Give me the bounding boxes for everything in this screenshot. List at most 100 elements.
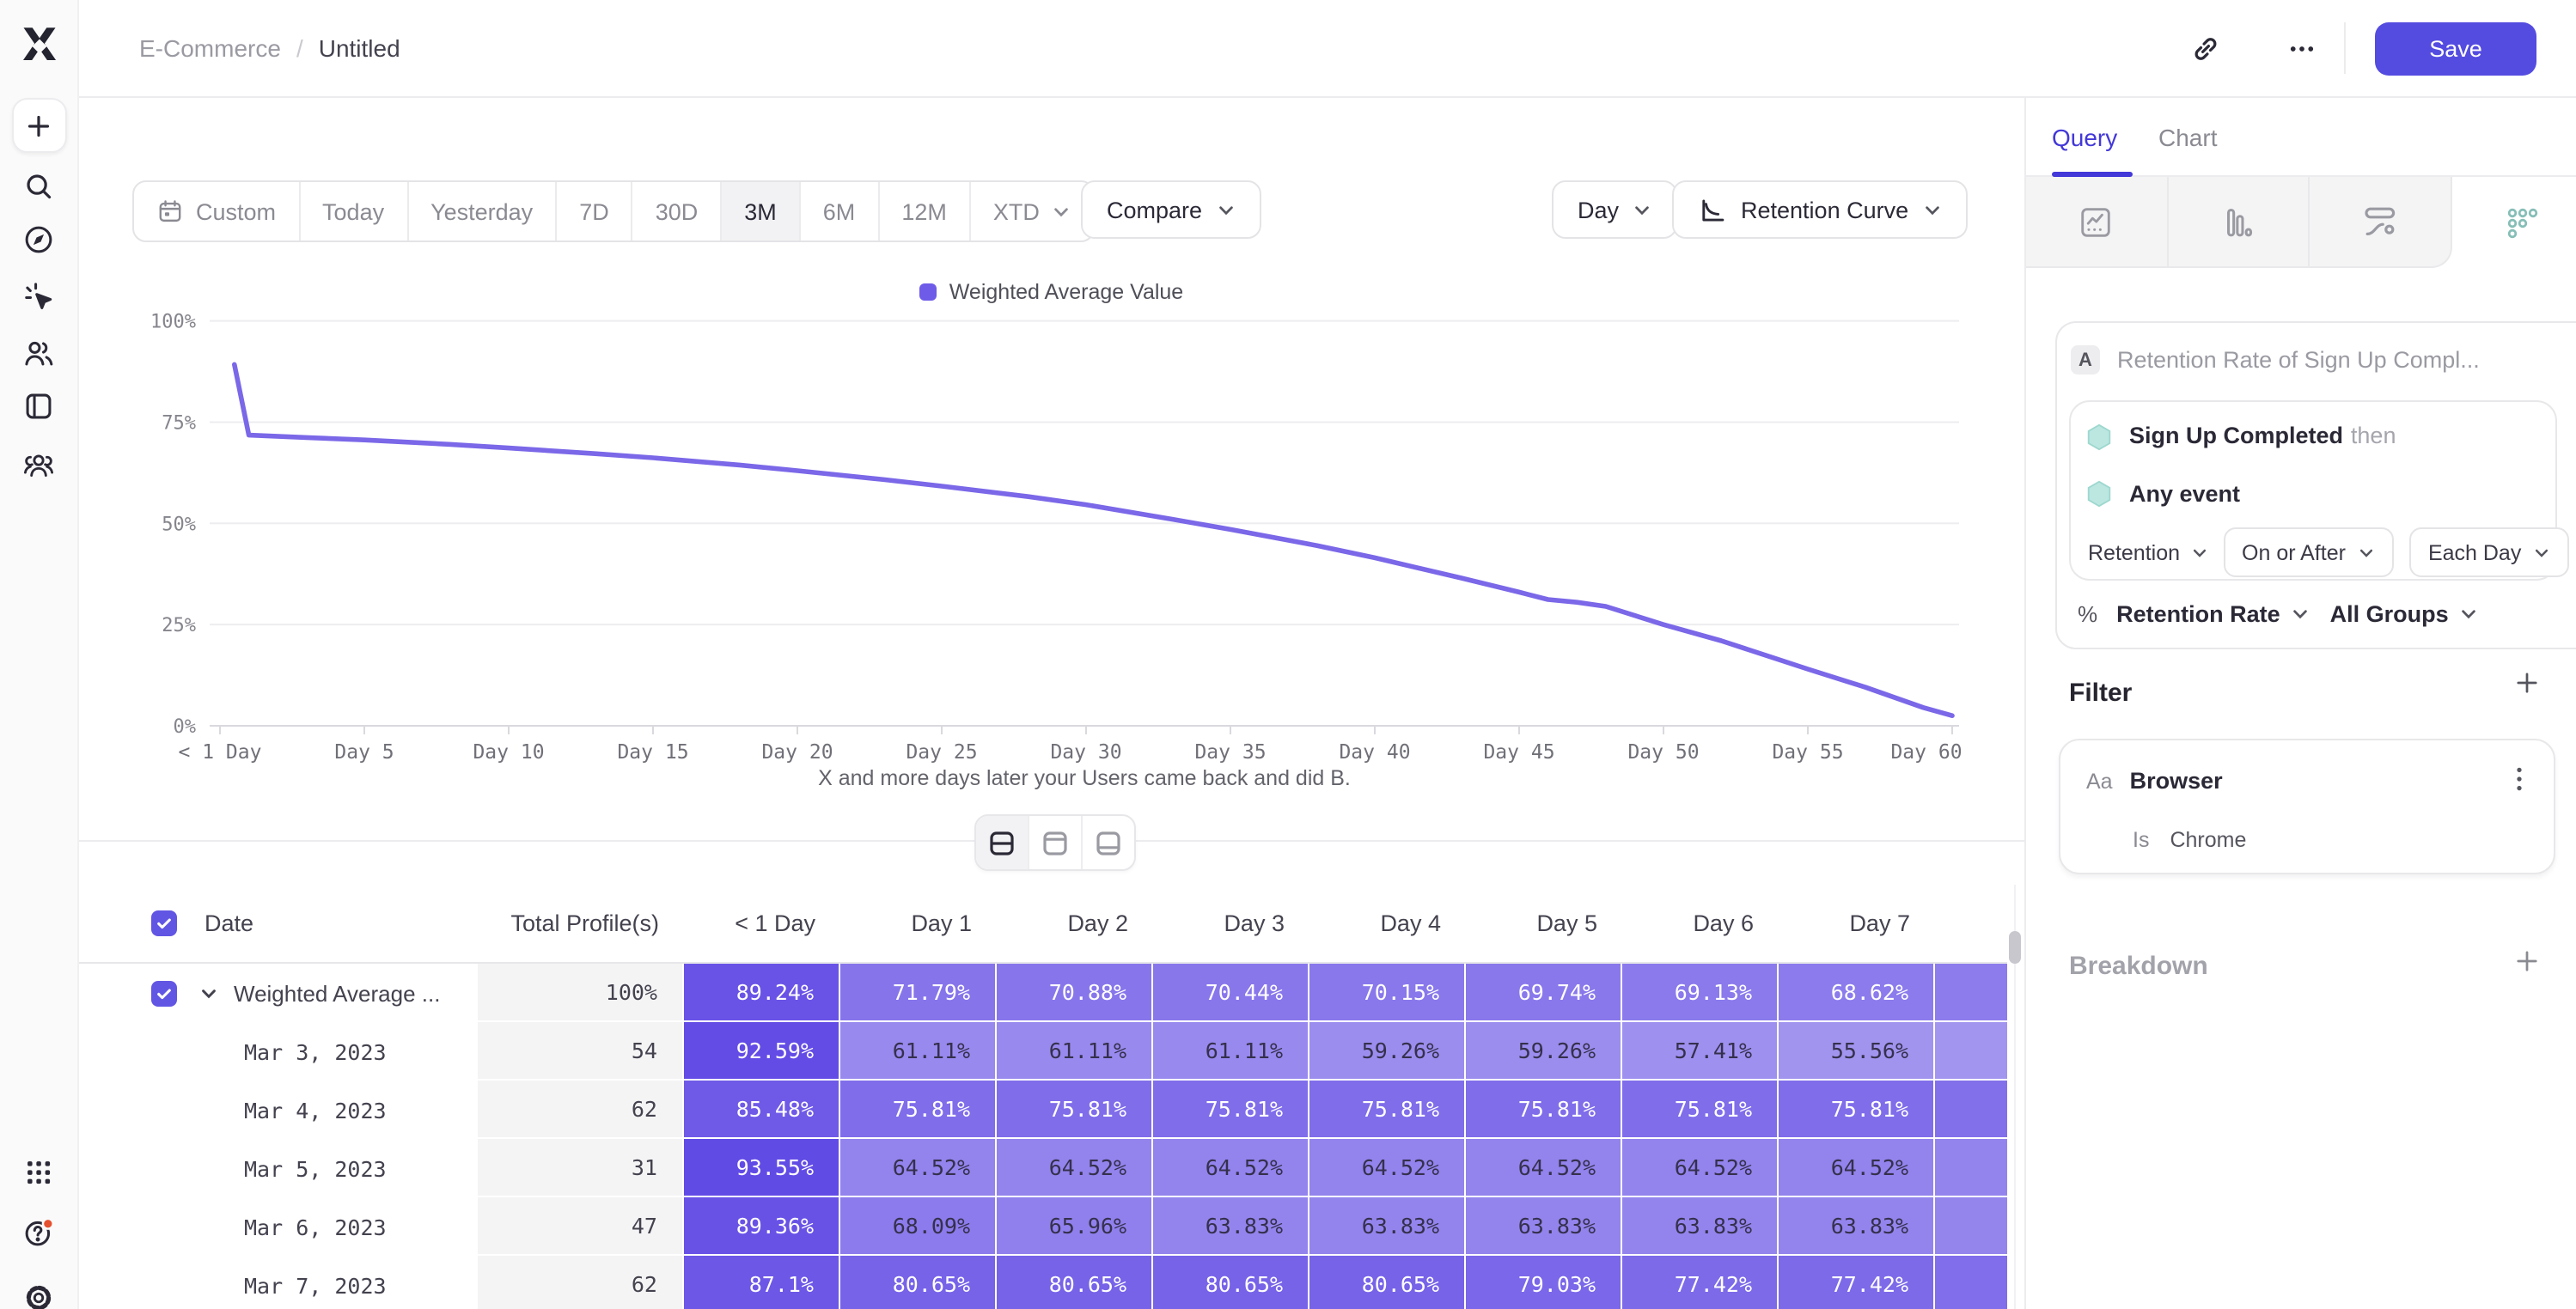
share-link-icon[interactable] — [2189, 33, 2222, 65]
table-row[interactable]: Mar 5, 2023 31 93.55% 64.52% 64.52% 64.52% 64.… — [79, 1139, 2007, 1197]
users-icon[interactable] — [13, 326, 64, 378]
tab-chart[interactable]: Chart — [2158, 124, 2218, 151]
retention-line-chart[interactable]: 100% 75% 50% 25% 0% < 1 Day Day 5 Day 10 Day 15 D… — [79, 258, 2024, 807]
retention-cell[interactable]: 71.79% — [839, 964, 996, 1022]
retention-cell[interactable]: 75.81% — [1152, 1081, 1309, 1139]
chart-only-view-button[interactable] — [1029, 816, 1083, 869]
retention-cell[interactable]: 80.65% — [996, 1256, 1152, 1309]
retention-cell[interactable]: 64.52% — [1778, 1139, 1934, 1197]
range-option-yesterday[interactable]: Yesterday — [408, 182, 558, 240]
retention-cell[interactable]: 64.52% — [1309, 1139, 1465, 1197]
retention-cell[interactable]: 85.48% — [683, 1081, 839, 1139]
retention-cell[interactable]: 89.24% — [683, 964, 839, 1022]
event-step-row[interactable]: Any event — [2085, 479, 2240, 508]
compare-button[interactable]: Compare — [1081, 180, 1261, 239]
retention-cell[interactable]: 61.11% — [1152, 1022, 1309, 1081]
notebook-icon[interactable] — [13, 380, 64, 431]
cursor-click-icon[interactable] — [13, 270, 64, 321]
table-row[interactable]: Mar 7, 2023 62 87.1% 80.65% 80.65% 80.65% 80.6… — [79, 1256, 2007, 1309]
each-day-dropdown[interactable]: Each Day — [2408, 527, 2570, 577]
settings-icon[interactable] — [13, 1271, 64, 1309]
breadcrumb-report-title[interactable]: Untitled — [318, 34, 400, 62]
tab-query[interactable]: Query — [2052, 124, 2118, 151]
retention-cell[interactable]: 61.11% — [996, 1022, 1152, 1081]
range-option-custom[interactable]: Custom — [134, 182, 301, 240]
range-option-today[interactable]: Today — [300, 182, 409, 240]
retention-cell[interactable]: 87.1% — [683, 1256, 839, 1309]
viz-tab-flow[interactable] — [2310, 177, 2453, 268]
retention-cell[interactable]: 64.52% — [839, 1139, 996, 1197]
query-title[interactable]: Retention Rate of Sign Up Compl... — [2117, 347, 2480, 373]
retention-cell[interactable]: 57.41% — [1621, 1022, 1778, 1081]
table-row[interactable]: Mar 6, 2023 47 89.36% 68.09% 65.96% 63.83% 63.… — [79, 1197, 2007, 1256]
retention-cell[interactable]: 63.83% — [1309, 1197, 1465, 1256]
metric-dropdown[interactable]: Retention Rate — [2116, 601, 2280, 627]
retention-cell[interactable]: 63.83% — [1152, 1197, 1309, 1256]
filter-value[interactable]: Chrome — [2170, 828, 2247, 852]
brand-logo[interactable]: X — [15, 22, 64, 70]
retention-cell[interactable]: 69.74% — [1465, 964, 1621, 1022]
split-view-button[interactable] — [976, 816, 1029, 869]
kebab-menu-icon[interactable] — [2507, 764, 2531, 794]
retention-cell[interactable]: 63.83% — [1621, 1197, 1778, 1256]
retention-cell[interactable]: 61.11% — [839, 1022, 996, 1081]
filter-operator[interactable]: Is — [2133, 828, 2150, 852]
retention-cell[interactable]: 70.88% — [996, 964, 1152, 1022]
retention-cell[interactable]: 92.59% — [683, 1022, 839, 1081]
retention-cell[interactable]: 59.26% — [1309, 1022, 1465, 1081]
retention-cell[interactable]: 80.65% — [839, 1256, 996, 1309]
table-scrollbar-thumb[interactable] — [2009, 931, 2021, 964]
retention-cell[interactable]: 63.83% — [1778, 1197, 1934, 1256]
retention-cell[interactable]: 69.13% — [1621, 964, 1778, 1022]
retention-cell[interactable]: 65.96% — [996, 1197, 1152, 1256]
retention-cell[interactable]: 93.55% — [683, 1139, 839, 1197]
retention-cell[interactable]: 64.52% — [1465, 1139, 1621, 1197]
add-filter-button[interactable] — [2512, 668, 2542, 697]
retention-cell[interactable]: 75.81% — [1465, 1081, 1621, 1139]
retention-cell[interactable]: 68% — [1934, 964, 2007, 1022]
save-button[interactable]: Save — [2375, 22, 2536, 76]
add-breakdown-button[interactable] — [2512, 947, 2542, 976]
breadcrumb-project[interactable]: E-Commerce — [139, 34, 281, 62]
retention-cell[interactable]: 68.62% — [1778, 964, 1934, 1022]
retention-cell[interactable]: 75.81% — [996, 1081, 1152, 1139]
search-icon[interactable] — [13, 160, 64, 211]
range-option-12m[interactable]: 12M — [879, 182, 971, 240]
retention-cell[interactable]: 75.81% — [839, 1081, 996, 1139]
viz-tab-insights-chart[interactable] — [2026, 177, 2169, 268]
granularity-dropdown[interactable]: Day — [1552, 180, 1678, 239]
retention-cell[interactable]: 77.42% — [1778, 1256, 1934, 1309]
compass-icon[interactable] — [13, 213, 64, 265]
groups-dropdown[interactable]: All Groups — [2329, 601, 2449, 627]
retention-cell[interactable]: 80.65% — [1152, 1256, 1309, 1309]
retention-cell[interactable]: 75.81% — [1778, 1081, 1934, 1139]
retention-cell[interactable]: 77.42% — [1621, 1256, 1778, 1309]
retention-cell[interactable]: 75% — [1934, 1256, 2007, 1309]
checkbox[interactable] — [151, 910, 177, 936]
plus-icon[interactable] — [11, 98, 66, 153]
range-option-7d[interactable]: 7D — [557, 182, 633, 240]
retention-cell[interactable]: 55% — [1934, 1022, 2007, 1081]
table-row[interactable]: Weighted Average ... 100% 89.24% 71.79% 70.8… — [79, 964, 2007, 1022]
retention-dropdown[interactable]: Retention — [2088, 540, 2207, 564]
retention-cell[interactable]: 59.26% — [1465, 1022, 1621, 1081]
user-group-icon[interactable] — [13, 438, 64, 490]
viz-tab-bar-chart[interactable] — [2168, 177, 2310, 268]
table-only-view-button[interactable] — [1083, 816, 1134, 869]
retention-cell[interactable]: 64.52% — [996, 1139, 1152, 1197]
apps-grid-icon[interactable] — [13, 1146, 64, 1197]
retention-cell[interactable]: 70.15% — [1309, 964, 1465, 1022]
filter-card[interactable]: Aa Browser Is Chrome — [2059, 739, 2555, 874]
retention-cell[interactable]: 75.81% — [1621, 1081, 1778, 1139]
chevron-down-icon[interactable] — [199, 983, 218, 1002]
checkbox[interactable] — [151, 980, 177, 1006]
table-row[interactable]: Mar 4, 2023 62 85.48% 75.81% 75.81% 75.81% 75.… — [79, 1081, 2007, 1139]
retention-cell[interactable]: 79.03% — [1465, 1256, 1621, 1309]
chart-type-dropdown[interactable]: Retention Curve — [1672, 180, 1968, 239]
retention-cell[interactable]: 68.09% — [839, 1197, 996, 1256]
help-icon[interactable] — [13, 1206, 64, 1257]
range-option-xtd[interactable]: XTD — [971, 182, 1093, 240]
on-or-after-dropdown[interactable]: On or After — [2223, 527, 2394, 577]
retention-series-line[interactable] — [231, 362, 1955, 719]
more-menu-icon[interactable] — [2286, 33, 2318, 65]
